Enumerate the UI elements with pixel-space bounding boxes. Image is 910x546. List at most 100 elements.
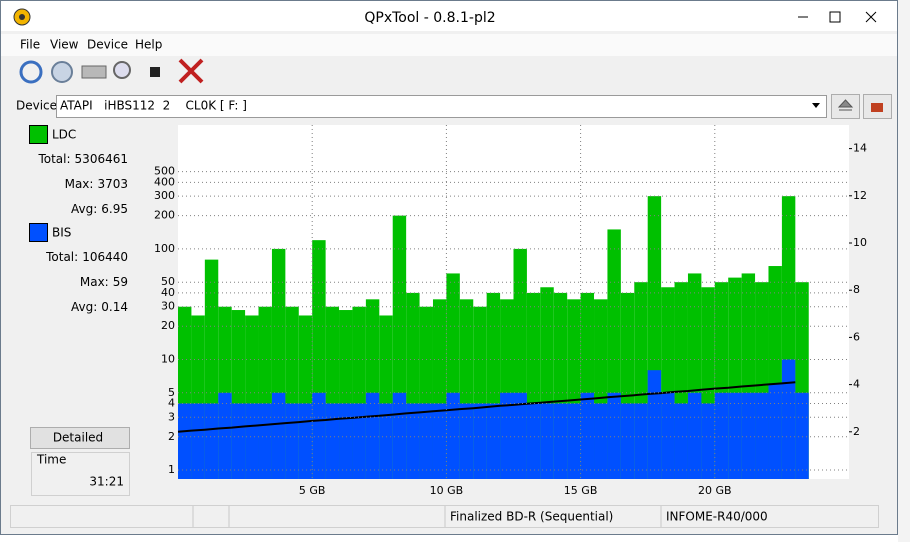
- bar: [339, 403, 353, 479]
- refresh-icon[interactable]: [19, 60, 43, 84]
- bis-total: Total: 106440: [45, 250, 128, 264]
- scan-icon[interactable]: [113, 61, 131, 79]
- desktop: [898, 0, 910, 542]
- lock-button[interactable]: [863, 94, 892, 119]
- bar: [755, 392, 769, 479]
- close-button[interactable]: [865, 11, 877, 23]
- bar: [486, 403, 501, 479]
- y-tick-label: 30: [161, 300, 175, 313]
- menu-item[interactable]: Device: [87, 38, 128, 52]
- y2-tick-label: 12: [853, 189, 867, 202]
- bar: [714, 392, 729, 479]
- bar: [419, 403, 433, 479]
- status-text: Finalized BD-R (Sequential): [450, 510, 613, 524]
- y-tick-label: 2: [168, 430, 175, 443]
- bar: [258, 403, 272, 479]
- bar: [231, 403, 246, 479]
- ldc-total: Total: 5306461: [37, 152, 128, 166]
- bar: [781, 359, 796, 479]
- bar: [674, 403, 688, 479]
- bar: [473, 403, 487, 479]
- menu-item[interactable]: Help: [135, 38, 162, 52]
- bar: [634, 403, 648, 479]
- bis-label: BIS: [52, 226, 71, 240]
- bar: [218, 392, 232, 479]
- detailed-button[interactable]: [30, 427, 130, 449]
- bar: [594, 403, 608, 479]
- bar: [432, 403, 447, 479]
- label: Max:: [65, 177, 94, 191]
- label: Avg:: [71, 202, 97, 216]
- ldc-swatch: [29, 125, 48, 144]
- bar: [298, 403, 313, 479]
- y-tick-label: 400: [154, 175, 175, 188]
- value: 106440: [82, 250, 128, 264]
- bar: [567, 403, 581, 479]
- y-tick-label: 3: [168, 410, 175, 423]
- y-tick-label: 4: [168, 396, 175, 409]
- bar: [741, 392, 756, 479]
- bar: [459, 403, 474, 479]
- app-icon: [19, 14, 25, 20]
- bar: [365, 392, 380, 479]
- eject-icon: [837, 99, 854, 111]
- bar: [540, 403, 554, 479]
- maximize-button[interactable]: [829, 11, 841, 23]
- title-bar: [1, 1, 897, 31]
- bar: [620, 403, 635, 479]
- bar: [392, 392, 407, 479]
- bar: [379, 403, 393, 479]
- bar: [285, 403, 299, 479]
- disc-icon[interactable]: [51, 61, 73, 83]
- y-tick-label: 50: [161, 275, 175, 288]
- y2-tick-label: 10: [853, 236, 867, 249]
- bar: [701, 403, 715, 479]
- time-box: [31, 452, 130, 496]
- y-tick-label: 1: [168, 463, 175, 476]
- bar: [580, 392, 595, 479]
- value: 3703: [97, 177, 128, 191]
- time-value: 31:21: [89, 475, 124, 489]
- bar: [768, 384, 782, 479]
- bar: [500, 392, 514, 479]
- ldc-max: Max: 3703: [65, 177, 128, 191]
- status-text: INFOME-R40/000: [666, 510, 768, 524]
- bar: [271, 392, 286, 479]
- tools-icon[interactable]: [178, 58, 204, 84]
- y2-tick-label: 8: [853, 283, 860, 296]
- y-tick-label: 300: [154, 189, 175, 202]
- bar: [728, 392, 742, 479]
- device-label: Device:: [16, 99, 61, 113]
- bis-swatch: [29, 223, 48, 242]
- menu-item[interactable]: View: [50, 38, 79, 52]
- y-tick-label: 200: [154, 209, 175, 222]
- speed-line: [177, 381, 796, 433]
- bar: [245, 403, 259, 479]
- dropdown-arrow[interactable]: [812, 103, 820, 108]
- device-value: ATAPI iHBS112 2 CL0K [ F: ]: [60, 99, 247, 113]
- y-tick-label: 20: [161, 319, 175, 332]
- y2-tick-label: 6: [853, 330, 860, 343]
- label: Avg:: [71, 300, 97, 314]
- ldc-avg: Avg: 6.95: [71, 202, 128, 216]
- value: 6.95: [101, 202, 128, 216]
- y-tick-label: 500: [154, 165, 175, 178]
- bar: [513, 392, 527, 479]
- bar: [312, 392, 326, 479]
- menu-item[interactable]: File: [20, 38, 40, 52]
- device-select[interactable]: [56, 95, 827, 118]
- label: Total:: [45, 250, 78, 264]
- menu-bar: [1, 34, 897, 56]
- y2-tick-label: 2: [853, 425, 860, 438]
- detailed-button-label: Detailed: [53, 431, 103, 445]
- x-tick-label: 15 GB: [564, 484, 598, 497]
- stop-icon[interactable]: [150, 67, 160, 77]
- bar: [553, 403, 568, 479]
- drive-icon[interactable]: [81, 65, 107, 79]
- bar: [204, 403, 219, 479]
- x-tick-label: 20 GB: [698, 484, 732, 497]
- bar: [446, 392, 460, 479]
- chart: 1234510203040501002003004005002468101214…: [154, 125, 867, 497]
- bar: [661, 392, 675, 479]
